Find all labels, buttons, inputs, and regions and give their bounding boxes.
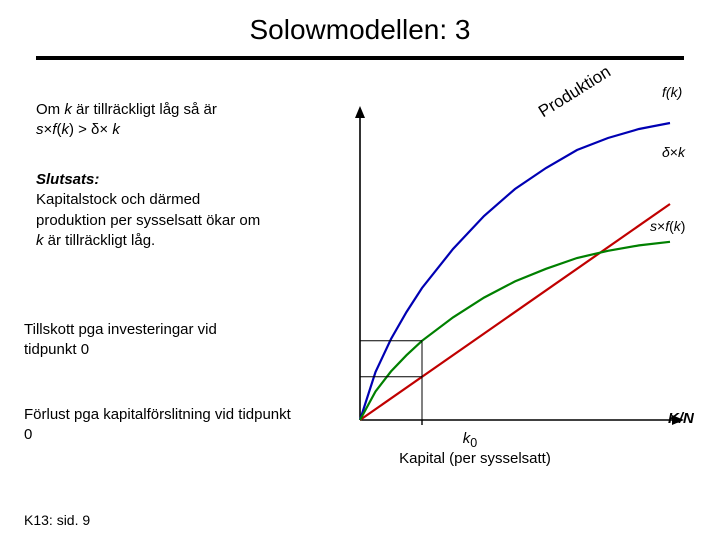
x-axis-label: K/N bbox=[668, 410, 694, 427]
k0-label: k0 bbox=[370, 430, 570, 450]
premise-text: Om k är tillräckligt låg så är s×f(k) > … bbox=[36, 100, 266, 141]
conclusion-heading: Slutsats: bbox=[36, 171, 99, 188]
sfk-label: s×f(k) bbox=[650, 218, 685, 234]
conclusion-text: Slutsats: Kapitalstock och därmed produk… bbox=[36, 170, 266, 251]
footer-ref: K13: sid. 9 bbox=[24, 512, 90, 528]
x-axis-caption: Kapital (per sysselsatt) bbox=[360, 450, 590, 467]
depreciation-note: Förlust pga kapitalförslitning vid tidpu… bbox=[24, 405, 294, 446]
chart-svg bbox=[330, 90, 700, 470]
investment-note: Tillskott pga investeringar vid tidpunkt… bbox=[24, 320, 244, 361]
title-rule bbox=[36, 56, 684, 60]
slide-title: Solowmodellen: 3 bbox=[0, 14, 720, 46]
dk-label: δ×k bbox=[662, 144, 685, 160]
solow-chart: Produktion f(k) δ×k s×f(k) K/N bbox=[330, 90, 700, 470]
fk-label: f(k) bbox=[662, 84, 682, 100]
